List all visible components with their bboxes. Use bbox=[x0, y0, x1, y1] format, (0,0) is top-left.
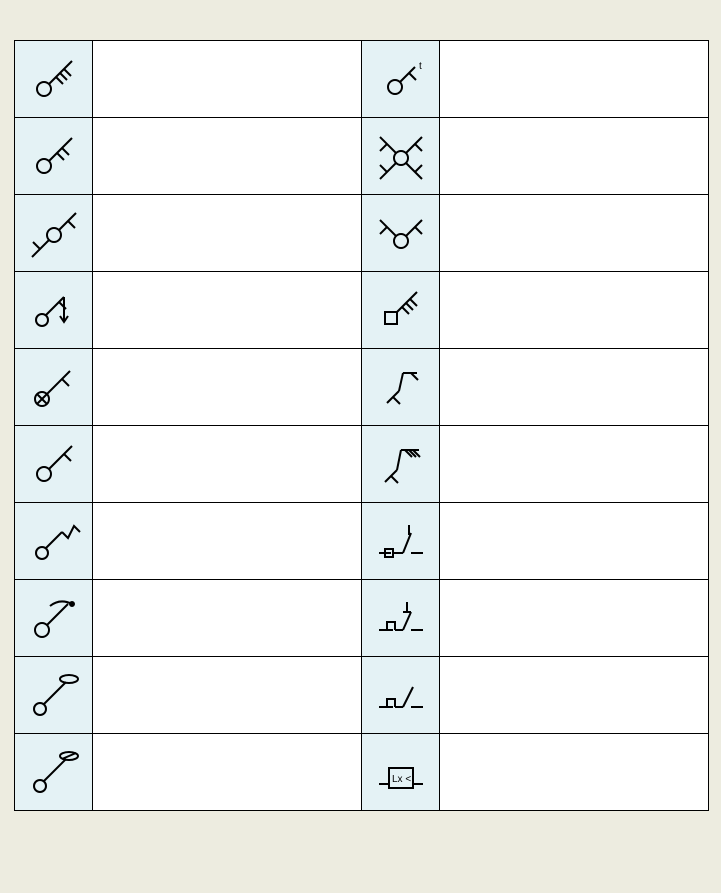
switch-3p-icon bbox=[15, 41, 93, 118]
thermal-close-icon bbox=[362, 580, 440, 657]
symbol-label bbox=[93, 118, 362, 195]
thermal-open-icon bbox=[362, 657, 440, 734]
page: t bbox=[0, 0, 721, 823]
pull-switch-icon bbox=[15, 272, 93, 349]
table-row: Lx < bbox=[15, 734, 709, 811]
symbol-label bbox=[93, 503, 362, 580]
symbol-label bbox=[93, 349, 362, 426]
switch-thermostat-icon bbox=[15, 503, 93, 580]
switch-simple-icon bbox=[15, 426, 93, 503]
symbol-label bbox=[93, 195, 362, 272]
symbol-label bbox=[440, 503, 709, 580]
symbol-label bbox=[93, 734, 362, 811]
table-row bbox=[15, 426, 709, 503]
svg-text:Lx <: Lx < bbox=[392, 774, 411, 785]
breaker-1p-icon bbox=[362, 349, 440, 426]
switch-pilot-icon bbox=[15, 349, 93, 426]
switch-double-icon bbox=[362, 195, 440, 272]
two-way-icon bbox=[15, 195, 93, 272]
switch-centrifugal-icon bbox=[15, 580, 93, 657]
svg-text:t: t bbox=[419, 61, 422, 72]
symbol-label bbox=[93, 272, 362, 349]
symbol-label bbox=[93, 580, 362, 657]
symbols-table: t bbox=[14, 40, 709, 811]
switch-twilight-icon bbox=[362, 503, 440, 580]
switch-float-icon bbox=[15, 657, 93, 734]
table-row: t bbox=[15, 41, 709, 118]
symbol-label bbox=[440, 118, 709, 195]
symbol-label bbox=[440, 41, 709, 118]
table-row bbox=[15, 503, 709, 580]
switch-timed-icon: t bbox=[362, 41, 440, 118]
symbol-label bbox=[93, 41, 362, 118]
symbol-label bbox=[440, 580, 709, 657]
table-row bbox=[15, 349, 709, 426]
table-row bbox=[15, 118, 709, 195]
symbol-label bbox=[440, 734, 709, 811]
symbol-label bbox=[440, 272, 709, 349]
switch-2p-icon bbox=[15, 118, 93, 195]
symbol-label bbox=[93, 657, 362, 734]
twilight-box-icon: Lx < bbox=[362, 734, 440, 811]
two-way-double-icon bbox=[362, 118, 440, 195]
contactor-3p-icon bbox=[362, 272, 440, 349]
table-row bbox=[15, 657, 709, 734]
switch-pressure-icon bbox=[15, 734, 93, 811]
symbol-label bbox=[440, 657, 709, 734]
breaker-3p-icon bbox=[362, 426, 440, 503]
symbol-label bbox=[93, 426, 362, 503]
symbol-label bbox=[440, 349, 709, 426]
table-row bbox=[15, 272, 709, 349]
symbol-label bbox=[440, 426, 709, 503]
table-row bbox=[15, 580, 709, 657]
symbol-label bbox=[440, 195, 709, 272]
table-row bbox=[15, 195, 709, 272]
footer-credit bbox=[14, 811, 707, 817]
